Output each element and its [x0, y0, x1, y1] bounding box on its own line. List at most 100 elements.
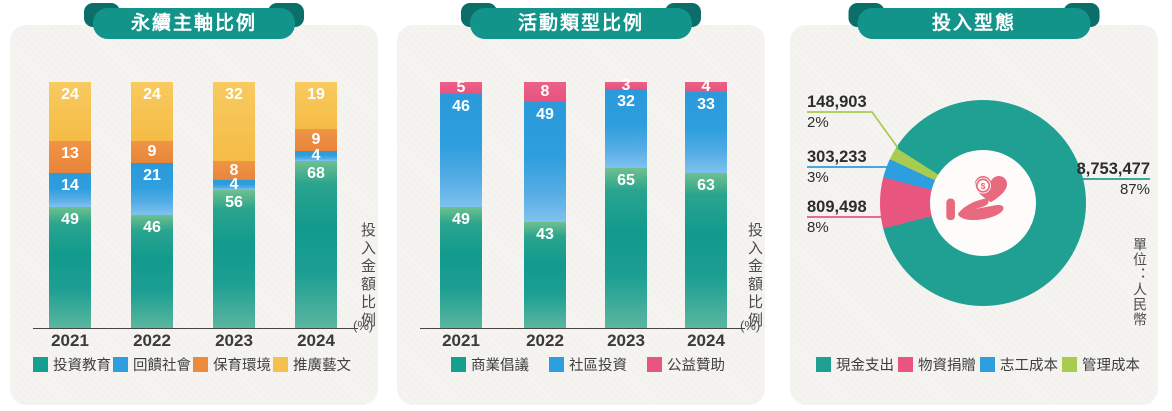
legend-label: 公益贊助 [667, 358, 725, 374]
x-axis-tick-label: 2024 [687, 331, 725, 350]
bar-value-label: 46 [452, 98, 470, 116]
slice-value-label-現金支出: 8,753,477 [1076, 160, 1150, 178]
slice-value-label-物資捐贈: 809,498 [807, 198, 867, 216]
bar-value-label: 24 [143, 86, 161, 104]
bar-2023: 65 32 3 [605, 77, 647, 328]
legend-swatch [549, 357, 564, 372]
slice-pct-label-志工成本: 3% [807, 169, 829, 186]
x-axis-tick-label: 2024 [297, 331, 335, 350]
ribbon-banner: 活動類型比例 [461, 3, 701, 39]
bar-value-label: 8 [540, 82, 550, 100]
panel-title: 永續主軸比例 [93, 8, 295, 39]
bar-segment-商業倡議: 65 [605, 168, 647, 328]
bar-segment-推廣藝文: 32 [213, 82, 255, 161]
bar-value-label: 4 [229, 176, 239, 194]
ribbon-banner: 永續主軸比例 [84, 3, 304, 39]
bar-value-label: 4 [701, 77, 711, 95]
bar-value-label: 56 [225, 194, 243, 212]
legend-item-管理成本: 管理成本 [1062, 354, 1140, 375]
slice-value-label-志工成本: 303,233 [807, 148, 867, 166]
bar-value-label: 5 [456, 79, 466, 97]
bar-segment-保育環境: 13 [49, 141, 91, 174]
legend-label: 保育環境 [213, 358, 271, 374]
bar-value-label: 8 [229, 161, 239, 179]
x-axis-tick-label: 2021 [442, 331, 480, 350]
bar-segment-社區投資: 32 [605, 89, 647, 169]
bar-segment-商業倡議: 63 [685, 173, 727, 328]
bar-2022: 46 21 9 24 [131, 82, 173, 328]
bar-value-label: 63 [697, 177, 715, 195]
bar-segment-社區投資: 33 [685, 91, 727, 174]
panel-title: 投入型態 [857, 8, 1091, 39]
x-axis-line [420, 328, 745, 329]
bar-2024: 68 4 9 19 [295, 82, 337, 328]
bar-value-label: 46 [143, 218, 161, 236]
bar-segment-推廣藝文: 24 [49, 82, 91, 142]
y-axis-label: 投入金額比例 [746, 222, 763, 330]
bar-value-label: 24 [61, 86, 79, 104]
panel-sustainability-ratio: 永續主軸比例 49 14 13 24 2021 46 21 9 24 2022 56 4 8 32 2023… [10, 3, 378, 405]
bar-segment-社區投資: 46 [440, 94, 482, 208]
legend-label: 志工成本 [1000, 358, 1058, 374]
bar-2024: 63 33 4 [685, 78, 727, 328]
legend-label: 管理成本 [1082, 358, 1140, 374]
legend-swatch [816, 357, 831, 372]
legend-swatch [980, 357, 995, 372]
bar-value-label: 33 [697, 95, 715, 113]
legend-swatch [898, 357, 913, 372]
bar-2022: 43 49 8 [524, 82, 566, 328]
bar-value-label: 49 [536, 105, 554, 123]
bar-value-label: 65 [617, 172, 635, 190]
bar-value-label: 4 [311, 146, 321, 164]
bar-plot-1: 49 46 5 2021 43 49 8 2022 65 32 3 2023 63 33 4 2024 [397, 25, 765, 405]
bar-segment-回饋社會: 14 [49, 173, 91, 208]
legend-item-公益贊助: 公益贊助 [647, 354, 725, 375]
legend-swatch [193, 357, 208, 372]
legend-item-推廣藝文: 推廣藝文 [273, 354, 351, 375]
y-axis-unit-label: (%) [740, 318, 761, 333]
slice-pct-label-管理成本: 2% [807, 114, 829, 131]
bar-segment-回饋社會: 21 [131, 163, 173, 215]
bar-value-label: 9 [147, 143, 157, 161]
bar-2021: 49 14 13 24 [49, 82, 91, 328]
bar-value-label: 49 [452, 211, 470, 229]
bar-value-label: 3 [621, 76, 631, 94]
legend-swatch [113, 357, 128, 372]
bar-segment-公益贊助: 8 [524, 82, 566, 102]
bar-value-label: 43 [536, 226, 554, 244]
hand-holding-heart-dollar-icon: $ [942, 171, 1014, 234]
bar-segment-保育環境: 8 [213, 160, 255, 181]
bar-value-label: 32 [617, 93, 635, 111]
legend-1: 商業倡議 社區投資 公益贊助 [451, 354, 725, 375]
bar-segment-推廣藝文: 19 [295, 82, 337, 129]
bar-value-label: 19 [307, 86, 325, 104]
x-axis-tick-label: 2023 [215, 331, 253, 350]
bar-value-label: 9 [311, 130, 321, 148]
unit-note: 單位：人民幣 [1132, 237, 1148, 327]
svg-text:$: $ [981, 181, 986, 191]
leader-lines [807, 111, 1150, 218]
bar-value-label: 32 [225, 86, 243, 104]
ribbon-banner: 投入型態 [848, 3, 1100, 39]
x-axis-tick-label: 2022 [526, 331, 564, 350]
legend-item-物資捐贈: 物資捐贈 [898, 354, 976, 375]
bar-value-label: 13 [61, 145, 79, 163]
leader-line-管理成本 [807, 111, 899, 149]
panel-title: 活動類型比例 [470, 8, 692, 39]
bar-segment-回饋社會: 4 [295, 147, 337, 164]
legend-0: 投資教育 回饋社會 保育環境 推廣藝文 [33, 354, 351, 375]
bar-value-label: 49 [61, 211, 79, 229]
y-axis-label: 投入金額比例 [359, 222, 376, 330]
bar-segment-投資教育: 68 [295, 160, 337, 328]
legend-2: 現金支出 物資捐贈 志工成本 管理成本 [816, 354, 1140, 375]
legend-item-社區投資: 社區投資 [549, 354, 627, 375]
bar-value-label: 14 [61, 177, 79, 195]
legend-item-回饋社會: 回饋社會 [113, 354, 191, 375]
bar-2023: 56 4 8 32 [213, 82, 255, 328]
panel-activity-type-ratio: 活動類型比例 49 46 5 2021 43 49 8 2022 65 32 3 2023 63 33 4 2… [397, 3, 765, 405]
bar-value-label: 68 [307, 164, 325, 182]
bar-plot-0: 49 14 13 24 2021 46 21 9 24 2022 56 4 8 32 2023 68 4 9 19 2… [10, 25, 378, 405]
bar-segment-投資教育: 46 [131, 214, 173, 328]
legend-swatch [33, 357, 48, 372]
